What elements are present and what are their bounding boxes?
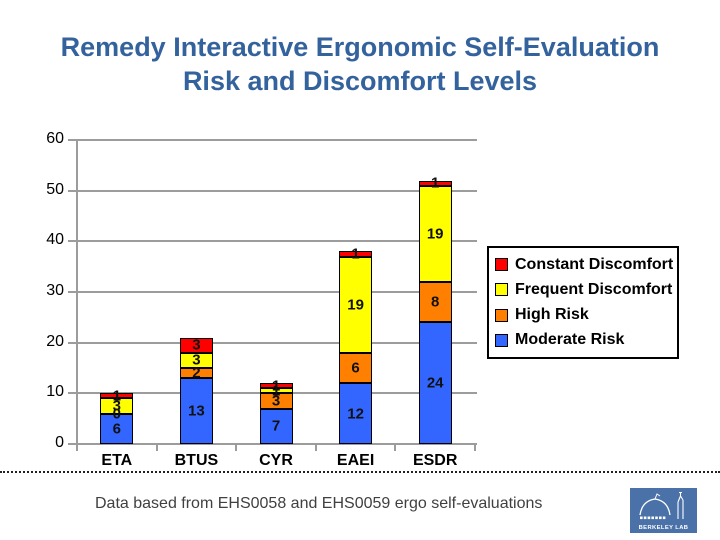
gridline-y20: [68, 341, 477, 344]
bar-segment-ETA-moderate-risk: [100, 413, 134, 444]
bar-segment-EAEI-high-risk: [339, 352, 373, 384]
legend-swatch-icon: [495, 283, 508, 297]
bar-segment-ESDR-moderate-risk: [418, 322, 452, 444]
x-axis-label-ESDR: ESDR: [412, 452, 458, 469]
bar-value-label: 7: [271, 417, 281, 435]
y-axis-tick-label: 0: [55, 434, 64, 451]
legend-item-moderate-risk: Moderate Risk: [495, 331, 671, 349]
bar-segment-ESDR-frequent-discomfort: [418, 185, 452, 282]
x-axis-label-ETA: ETA: [101, 452, 133, 469]
bar-segment-ESDR-high-risk: [418, 281, 452, 323]
legend-item-constant-discomfort: Constant Discomfort: [495, 255, 674, 274]
y-axis-tick-label: 30: [46, 282, 64, 299]
x-axis-tick: [235, 444, 238, 451]
x-axis-label-BTUS: BTUS: [174, 452, 219, 469]
berkeley-lab-logo: BERKELEY LAB: [630, 488, 697, 533]
bar-segment-ETA-frequent-discomfort: [100, 398, 134, 414]
legend-item-high-risk: High Risk: [495, 306, 671, 324]
bar-segment-EAEI-moderate-risk: [339, 383, 373, 444]
x-axis-tick: [314, 444, 317, 451]
bar-segment-CYR-moderate-risk: [259, 408, 293, 444]
bar-value-label: 8: [431, 293, 440, 311]
legend-label: High Risk: [515, 306, 589, 324]
y-axis-tick-label: 20: [46, 332, 64, 350]
bar-segment-EAEI-frequent-discomfort: [339, 256, 373, 353]
gridline-y0: [68, 443, 477, 445]
x-axis-tick: [474, 444, 476, 451]
y-axis-tick-label: 50: [46, 180, 64, 198]
bar-value-label: 1: [351, 245, 360, 263]
gridline-y40: [68, 240, 477, 243]
gridline-y50: [68, 189, 477, 192]
x-axis-label-CYR: CYR: [259, 452, 293, 469]
bar-value-label: 1: [112, 387, 121, 405]
bar-segment-BTUS-moderate-risk: [179, 378, 213, 444]
bar-value-label: 6: [351, 359, 360, 377]
bar-value-label: 12: [347, 405, 364, 423]
y-axis-line: [76, 139, 78, 445]
title-line-1: Remedy Interactive Ergonomic Self-Evalua…: [60, 32, 660, 62]
x-axis-tick: [155, 444, 158, 451]
y-axis-tick-label: 60: [46, 130, 64, 147]
bar-segment-ETA-constant-discomfort: [100, 393, 134, 399]
bar-value-label: 1: [271, 382, 281, 400]
legend-swatch-icon: [495, 308, 508, 322]
bar-value-label: 24: [426, 374, 444, 392]
legend-label: Frequent Discomfort: [515, 280, 673, 298]
x-axis-tick: [76, 444, 78, 451]
legend-label: Constant Discomfort: [515, 255, 674, 273]
bar-value-label: 6: [112, 420, 121, 438]
bar-segment-CYR-frequent-discomfort: [259, 388, 293, 394]
legend-swatch-icon: [495, 333, 508, 347]
bar-segment-BTUS-constant-discomfort: [179, 337, 213, 353]
bar-value-label: 3: [271, 392, 281, 410]
legend-label: Moderate Risk: [515, 331, 625, 349]
bar-value-label: 3: [192, 351, 201, 369]
x-axis-tick: [394, 444, 397, 451]
y-axis-tick-label: 40: [46, 231, 64, 249]
bar-segment-BTUS-high-risk: [179, 368, 213, 379]
gridline-y30: [68, 291, 477, 293]
bar-segment-CYR-constant-discomfort: [259, 383, 293, 389]
bar-value-label: 2: [192, 364, 201, 382]
legend-item-frequent-discomfort: Frequent Discomfort: [495, 280, 673, 299]
berkeley-lab-logo-graphic: BERKELEY LAB: [630, 488, 697, 533]
bar-value-label: 1: [431, 174, 440, 192]
svg-text:BERKELEY LAB: BERKELEY LAB: [639, 525, 689, 531]
divider-dotted-line: [0, 471, 720, 473]
bar-segment-BTUS-frequent-discomfort: [179, 352, 213, 368]
bar-value-label: 19: [426, 225, 444, 243]
caption-text: Data based from EHS0058 and EHS0059 ergo…: [95, 495, 543, 512]
gridline-y60: [68, 139, 477, 141]
bar-segment-EAEI-constant-discomfort: [339, 251, 373, 257]
bar-value-label: 19: [347, 296, 364, 314]
bar-value-label: 13: [188, 402, 205, 420]
y-axis-tick-label: 10: [46, 383, 64, 401]
bar-segment-CYR-high-risk: [259, 393, 293, 409]
x-axis-label-EAEI: EAEI: [336, 452, 375, 469]
chart-title: Remedy Interactive Ergonomic Self-Evalua…: [0, 30, 720, 98]
bar-value-label: 3: [112, 397, 121, 415]
title-line-2: Risk and Discomfort Levels: [182, 66, 538, 96]
bar-value-label: 1: [271, 377, 281, 395]
chart-legend: Constant Discomfort Frequent Discomfort Hi…: [487, 246, 679, 359]
legend-swatch-icon: [495, 258, 508, 272]
bar-segment-ESDR-constant-discomfort: [418, 180, 452, 186]
bar-value-label: 3: [192, 336, 201, 354]
bar-value-label: 0: [112, 405, 121, 423]
